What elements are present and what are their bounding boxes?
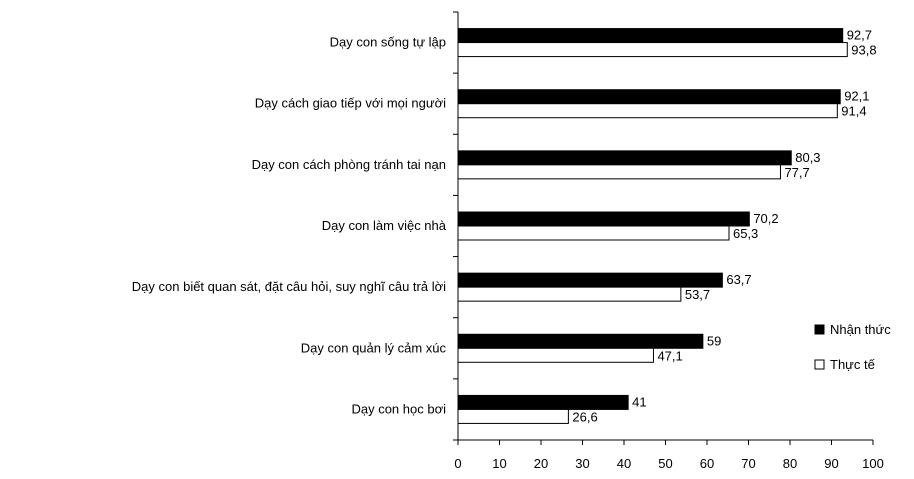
x-tick-label: 80: [783, 456, 797, 471]
category-label: Dạy con cách phòng tránh tai nạn: [252, 157, 446, 172]
value-label-thuc-te: 53,7: [685, 287, 710, 302]
category-label: Dạy con sống tự lập: [330, 35, 446, 50]
x-tick-label: 90: [824, 456, 838, 471]
value-label-thuc-te: 65,3: [733, 226, 758, 241]
bar-nhan-thuc: [457, 28, 844, 44]
x-tick-label: 30: [575, 456, 589, 471]
value-label-nhan-thuc: 63,7: [726, 272, 751, 287]
bar-nhan-thuc: [457, 150, 792, 166]
bar-nhan-thuc: [457, 89, 841, 105]
x-tick-label: 100: [862, 456, 884, 471]
bar-nhan-thuc: [457, 272, 723, 288]
value-label-nhan-thuc: 92,1: [844, 89, 869, 104]
x-tick-label: 40: [617, 456, 631, 471]
value-label-thuc-te: 47,1: [657, 348, 682, 363]
value-label-thuc-te: 93,8: [851, 43, 876, 58]
category-label: Dạy con biết quan sát, đặt câu hỏi, suy …: [132, 279, 446, 294]
bar-nhan-thuc: [457, 333, 704, 349]
bar-thuc-te: [457, 286, 682, 302]
x-tick-label: 0: [454, 456, 461, 471]
legend-swatch-nhan-thuc: [814, 324, 825, 335]
legend-label-thuc-te: Thực tế: [830, 357, 876, 372]
value-label-nhan-thuc: 70,2: [753, 211, 778, 226]
value-label-nhan-thuc: 41: [632, 394, 646, 409]
x-tick-label: 70: [741, 456, 755, 471]
bar-thuc-te: [457, 408, 569, 424]
value-label-nhan-thuc: 92,7: [847, 28, 872, 43]
bar-thuc-te: [457, 225, 730, 241]
value-label-thuc-te: 77,7: [784, 165, 809, 180]
category-label: Dạy con làm việc nhà: [322, 218, 447, 233]
x-tick-label: 50: [658, 456, 672, 471]
bar-thuc-te: [457, 103, 838, 119]
category-label: Dạy con quản lý cảm xúc: [301, 340, 447, 355]
bar-nhan-thuc: [457, 394, 629, 410]
category-label: Dạy cách giao tiếp với mọi người: [255, 96, 446, 111]
x-tick-label: 20: [534, 456, 548, 471]
bar-thuc-te: [457, 42, 848, 58]
x-tick-label: 10: [492, 456, 506, 471]
legend: Nhận thức Thực tế: [814, 322, 891, 372]
bar-thuc-te: [457, 347, 654, 363]
category-label: Dạy con học bơi: [351, 401, 446, 416]
value-label-nhan-thuc: 80,3: [795, 150, 820, 165]
value-label-thuc-te: 91,4: [841, 104, 866, 119]
value-label-thuc-te: 26,6: [572, 409, 597, 424]
value-labels: 92,793,8 92,191,4 80,377,7 70,265,3 63,7 53,7…: [572, 28, 876, 425]
bar-nhan-thuc: [457, 211, 750, 227]
bar-thuc-te: [457, 164, 781, 180]
category-labels: Dạy con sống tự lập Dạy cách giao tiếp vớ…: [132, 35, 447, 417]
x-tick-label: 60: [700, 456, 714, 471]
value-label-nhan-thuc: 59: [707, 333, 721, 348]
bars: [457, 28, 848, 424]
x-axis-ticks: 0 10 20 30 40 50 60 70 80 90 100: [454, 440, 884, 471]
legend-label-nhan-thuc: Nhận thức: [830, 322, 891, 337]
legend-swatch-thuc-te: [814, 359, 825, 370]
